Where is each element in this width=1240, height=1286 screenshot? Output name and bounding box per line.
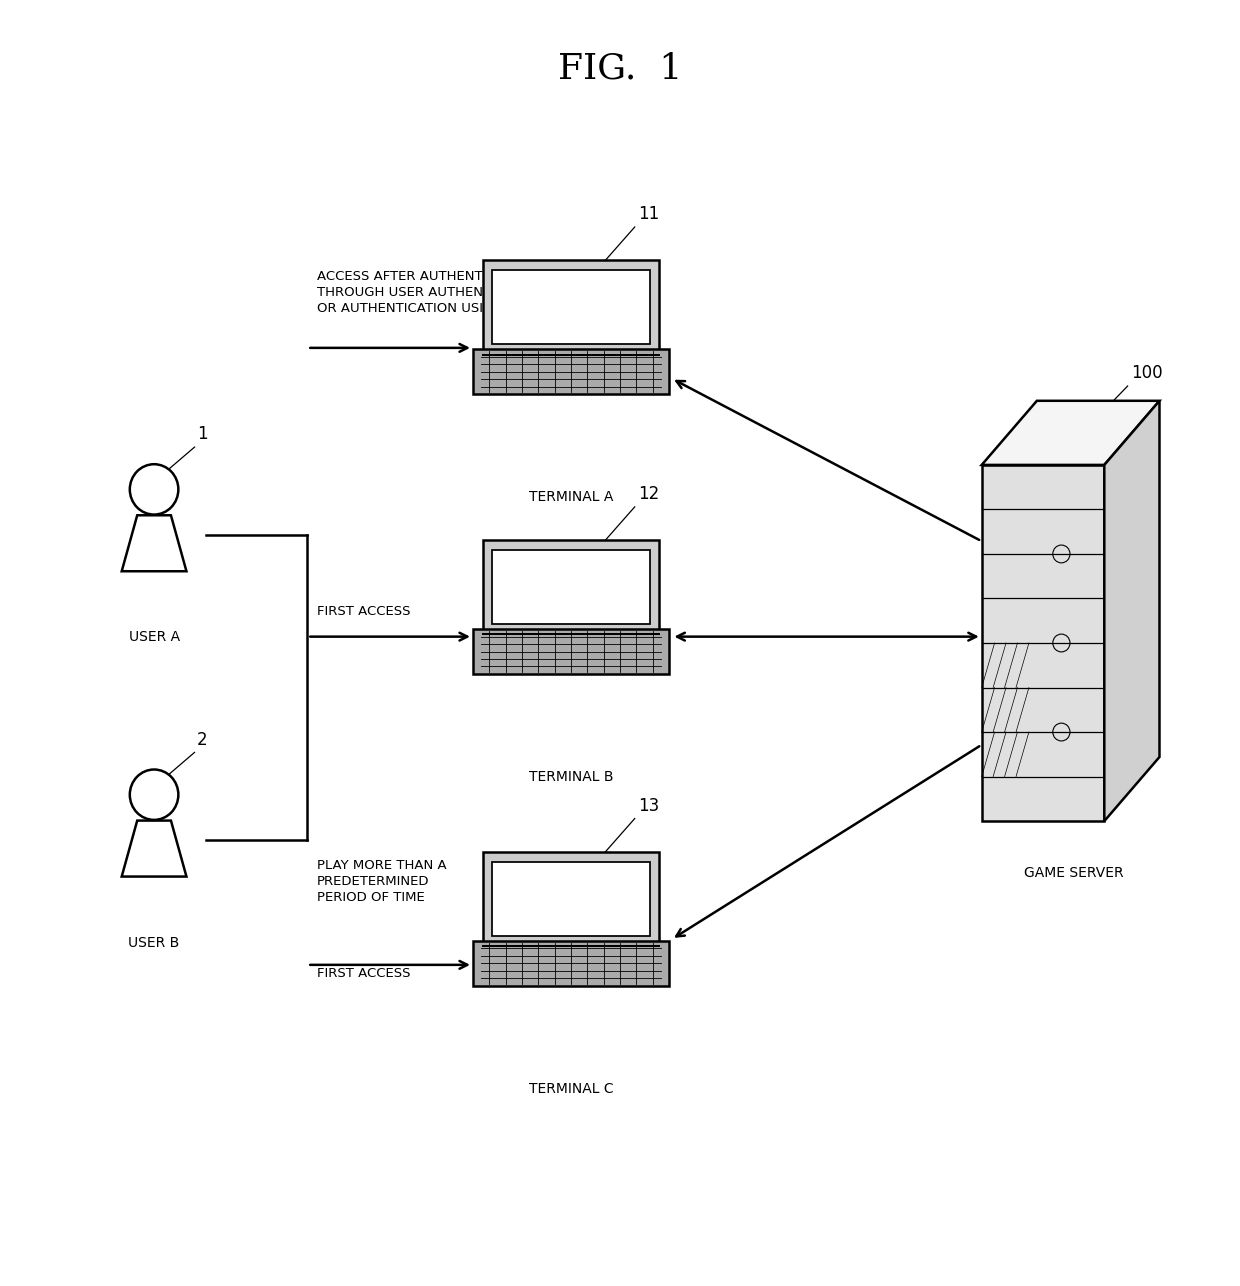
FancyBboxPatch shape bbox=[492, 550, 650, 624]
FancyBboxPatch shape bbox=[492, 862, 650, 936]
Circle shape bbox=[130, 464, 179, 514]
Text: 12: 12 bbox=[639, 485, 660, 503]
FancyBboxPatch shape bbox=[472, 629, 670, 674]
Polygon shape bbox=[122, 516, 186, 571]
Text: FIRST ACCESS: FIRST ACCESS bbox=[317, 604, 410, 617]
FancyBboxPatch shape bbox=[982, 466, 1105, 820]
Text: 2: 2 bbox=[197, 730, 207, 748]
Text: TERMINAL B: TERMINAL B bbox=[528, 770, 614, 784]
Text: FIRST ACCESS: FIRST ACCESS bbox=[317, 967, 410, 980]
Text: ACCESS AFTER AUTHENTICATION
THROUGH USER AUTHENTICATION
OR AUTHENTICATION USING : ACCESS AFTER AUTHENTICATION THROUGH USER… bbox=[317, 270, 557, 315]
Text: FIG.  1: FIG. 1 bbox=[558, 51, 682, 85]
Text: 13: 13 bbox=[639, 797, 660, 815]
Text: PLAY MORE THAN A
PREDETERMINED
PERIOD OF TIME: PLAY MORE THAN A PREDETERMINED PERIOD OF… bbox=[317, 859, 446, 904]
Text: USER A: USER A bbox=[129, 630, 180, 644]
FancyBboxPatch shape bbox=[492, 270, 650, 345]
Text: TERMINAL C: TERMINAL C bbox=[528, 1082, 614, 1096]
Text: USER B: USER B bbox=[129, 936, 180, 949]
FancyBboxPatch shape bbox=[472, 941, 670, 985]
Polygon shape bbox=[982, 401, 1159, 466]
Text: 11: 11 bbox=[639, 206, 660, 224]
Text: 100: 100 bbox=[1131, 364, 1163, 382]
FancyBboxPatch shape bbox=[482, 260, 660, 355]
FancyBboxPatch shape bbox=[472, 350, 670, 394]
Polygon shape bbox=[1105, 401, 1159, 820]
Text: 1: 1 bbox=[197, 426, 207, 444]
FancyBboxPatch shape bbox=[482, 851, 660, 946]
FancyBboxPatch shape bbox=[482, 540, 660, 634]
Text: GAME SERVER: GAME SERVER bbox=[1024, 865, 1123, 880]
Text: TERMINAL A: TERMINAL A bbox=[528, 490, 613, 504]
Polygon shape bbox=[122, 820, 186, 877]
Circle shape bbox=[130, 769, 179, 820]
